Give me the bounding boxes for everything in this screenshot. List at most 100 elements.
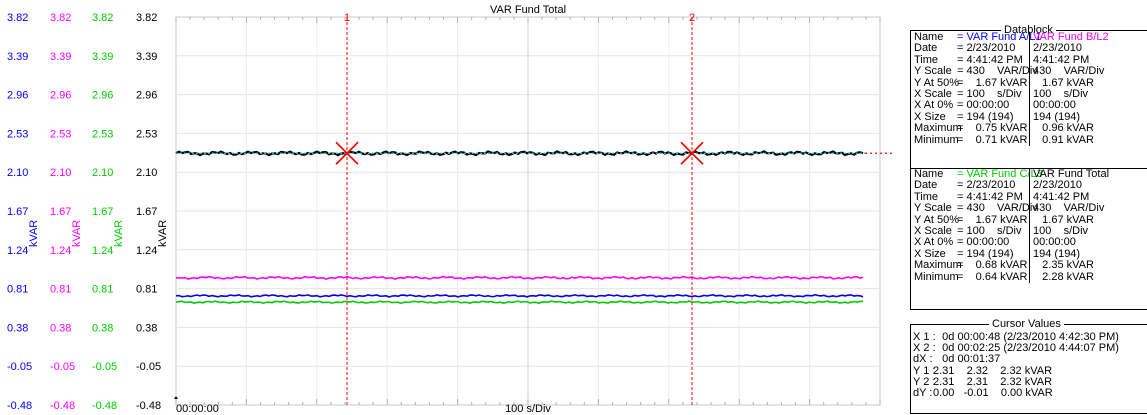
- cursor-values-row: dY :0.00 -0.01 0.00 kVAR: [911, 386, 1147, 399]
- y-tick-label: 0.38: [50, 322, 71, 334]
- cursor-values-value: 2.31 2.32 2.32 kVAR: [933, 364, 1053, 377]
- cursor-values-value: 0d 00:02:25 (2/23/2010 4:44:07 PM): [933, 342, 1119, 355]
- y-tick-label: -0.05: [92, 361, 117, 373]
- datablock-label: Minimum: [914, 270, 959, 283]
- datablock-value: 0.96 kVAR: [1029, 122, 1101, 135]
- datablock-row: Maximum = 0.68 kVAR 2.35 kVAR: [911, 259, 1147, 272]
- x-start-label: 00:00:00: [176, 403, 219, 415]
- datablock-value: 2.35 kVAR: [1029, 259, 1101, 272]
- y-axis-label: kVAR: [113, 220, 125, 247]
- datablock-value: = 0.75 kVAR: [957, 122, 1028, 135]
- y-tick-label: 0.38: [7, 322, 28, 334]
- datablock-row: X At 0% = 00:00:00 00:00:00: [911, 236, 1147, 249]
- y-tick-label: 3.39: [7, 51, 28, 63]
- y-tick-label: 3.82: [7, 12, 28, 24]
- datablock-label: Time: [914, 53, 939, 66]
- datablock-value: = 00:00:00: [957, 99, 1010, 112]
- cursor-values-label: X 2 :: [913, 342, 936, 355]
- y-tick-label: 2.10: [50, 167, 71, 179]
- cursor-values-label: Y 2 :: [913, 375, 936, 388]
- datablock-series-name: = VAR Fund C/L3: [957, 168, 1043, 180]
- y-tick-label: 1.24: [50, 245, 71, 257]
- datablock-row: Minimum = 0.71 kVAR 0.91 kVAR: [911, 133, 1147, 146]
- y-tick-label: 0.81: [92, 284, 113, 296]
- y-tick-label: 2.10: [136, 167, 157, 179]
- datablock-value: = 4:41:42 PM: [957, 53, 1023, 66]
- datablock-row: Date = 2/23/2010 2/23/2010: [911, 179, 1147, 192]
- datablock-title: Datablock: [1001, 24, 1056, 36]
- y-tick-label: -0.48: [92, 400, 117, 412]
- datablock-row: Date = 2/23/2010 2/23/2010: [911, 42, 1147, 55]
- datablock-label: X Scale: [914, 87, 952, 100]
- datablock-row: X Scale = 100 s/Div 100 s/Div: [911, 87, 1147, 101]
- cursor-label-2: 2: [689, 12, 695, 24]
- datablock-value: 2/23/2010: [1029, 42, 1101, 55]
- datablock-panel: Datablock Name = VAR Fund A/L1 VAR Fund B/…: [910, 24, 1147, 310]
- datablock-value: 2/23/2010: [1029, 179, 1101, 192]
- y-tick-label: 2.10: [7, 167, 28, 179]
- y-tick-label: 2.53: [7, 128, 28, 140]
- cursor-values-label: X 1 :: [913, 331, 936, 343]
- datablock-value: 430 VAR/Div: [1029, 65, 1104, 78]
- cursor-values-panel: Cursor Values X 1 : 0d 00:00:48 (2/23/20…: [910, 318, 1147, 414]
- cursor-values-value: 0d 00:00:48 (2/23/2010 4:42:30 PM): [933, 331, 1119, 343]
- datablock-row: Time = 4:41:42 PM 4:41:42 PM: [911, 53, 1147, 67]
- datablock-value: = 0.64 kVAR: [957, 270, 1028, 283]
- cursor-values-title: Cursor Values: [989, 318, 1064, 330]
- datablock-value: = 0.71 kVAR: [957, 133, 1028, 146]
- datablock-value: 100 s/Div: [1029, 225, 1101, 238]
- datablock-group: Name = VAR Fund C/L3 VAR Fund Total Date = 2…: [911, 168, 1147, 283]
- y-tick-label: 0.38: [136, 322, 157, 334]
- cursor-values-row: X 2 : 0d 00:02:25 (2/23/2010 4:44:07 PM): [911, 342, 1147, 355]
- datablock-label: Y At 50%: [914, 213, 960, 226]
- var-fund-chart[interactable]: VAR Fund Total 3.82 3.39 2.96 2.53 2.10 1.67 1.…: [0, 0, 905, 415]
- cursor-values-value: 2.31 2.31 2.32 kVAR: [933, 375, 1053, 388]
- datablock-name-row: Name = VAR Fund C/L3 VAR Fund Total: [911, 168, 1147, 181]
- y-tick-label: 2.53: [136, 128, 157, 140]
- cursor-values-label: dY :: [913, 386, 933, 399]
- y-tick-label: 0.81: [7, 284, 28, 296]
- y-tick-label: 1.24: [7, 245, 28, 257]
- cursor-marker-2: [680, 141, 704, 165]
- series-line-2: [175, 300, 864, 305]
- datablock-value: 194 (194): [1029, 248, 1101, 261]
- datablock-row: X At 0% = 00:00:00 00:00:00: [911, 99, 1147, 112]
- y-tick-label: 1.67: [7, 206, 28, 218]
- datablock-value: = 00:00:00: [957, 236, 1010, 249]
- y-tick-label: 1.67: [92, 206, 113, 218]
- y-tick-label: 3.39: [136, 51, 157, 63]
- datablock-value: 4:41:42 PM: [1029, 191, 1101, 204]
- y-tick-label: 3.82: [92, 12, 113, 24]
- cursor-values-row: Y 2 :2.31 2.31 2.32 kVAR: [911, 375, 1147, 388]
- datablock-series-name: VAR Fund Total: [1029, 168, 1109, 181]
- datablock-value: = 2/23/2010: [957, 42, 1016, 55]
- chart-title: VAR Fund Total: [490, 4, 566, 16]
- datablock-label: Time: [914, 190, 939, 203]
- datablock-value: 4:41:42 PM: [1029, 54, 1101, 67]
- y-tick-label: 3.82: [50, 12, 71, 24]
- datablock-group: Name = VAR Fund A/L1 VAR Fund B/L2 Date = 2/…: [911, 31, 1147, 146]
- datablock-label: Minimum: [914, 133, 959, 146]
- datablock-label: Date: [914, 179, 938, 192]
- datablock-label: Maximum: [914, 259, 962, 272]
- datablock-value: = 0.68 kVAR: [957, 259, 1028, 272]
- datablock-value: 1.67 kVAR: [1029, 214, 1101, 226]
- y-tick-label: -0.48: [7, 400, 32, 412]
- y-axis-label: kVAR: [71, 220, 83, 247]
- datablock-value: = 194 (194): [957, 110, 1014, 123]
- y-tick-label: -0.05: [136, 361, 161, 373]
- datablock-row: Y Scale = 430 VAR/Div 430 VAR/Div: [911, 65, 1147, 78]
- datablock-label: X Scale: [914, 224, 952, 237]
- datablock-label: X At 0%: [914, 99, 954, 112]
- x-axis-label: 100 s/Div: [505, 403, 551, 415]
- datablock-value: 0.91 kVAR: [1029, 134, 1101, 146]
- cursor-values-row: X 1 : 0d 00:00:48 (2/23/2010 4:42:30 PM): [911, 331, 1147, 343]
- datablock-value: = 100 s/Div: [957, 87, 1022, 100]
- y-tick-label: 2.96: [7, 90, 28, 102]
- y-tick-label: 0.81: [50, 284, 71, 296]
- datablock-value: 00:00:00: [1029, 236, 1101, 249]
- y-tick-label: 2.96: [92, 90, 113, 102]
- datablock-label: Name: [914, 168, 944, 180]
- datablock-value: 00:00:00: [1029, 99, 1101, 112]
- y-axis-label: kVAR: [28, 220, 40, 247]
